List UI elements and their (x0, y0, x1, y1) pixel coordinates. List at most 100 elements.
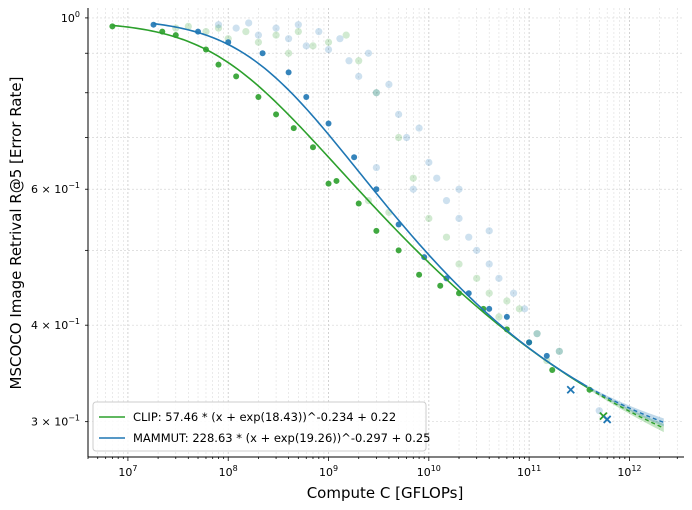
point-mammut-other (455, 214, 463, 222)
point-mammut-other (355, 72, 363, 80)
point-mammut-frontier (351, 154, 358, 161)
point-mammut-frontier (503, 313, 510, 320)
point-clip-other (285, 49, 293, 57)
point-mammut-other (509, 289, 518, 297)
point-mammut-frontier (303, 93, 310, 100)
point-mammut-other (385, 80, 393, 89)
y-tick-label: 3 × 10−1 (31, 414, 80, 429)
confidence-bands (537, 354, 664, 433)
fit-extrapolation-clip (583, 384, 665, 429)
point-mammut-other (285, 35, 293, 43)
point-clip-other (342, 31, 350, 39)
point-clip-frontier (233, 73, 240, 80)
point-mammut-other (324, 45, 333, 54)
point-clip-other (473, 274, 481, 282)
x-tick-label: 108 (219, 464, 238, 479)
point-clip-other (455, 260, 463, 268)
point-mammut-other (232, 24, 240, 32)
point-clip-frontier (355, 200, 362, 207)
point-mammut-other (520, 305, 529, 313)
point-clip-other (214, 24, 223, 32)
point-mammut-other (555, 347, 563, 355)
x-axis-label: Compute C [GFLOPs] (307, 484, 464, 502)
point-clip-frontier (255, 93, 262, 100)
point-clip-other (309, 42, 317, 50)
point-clip-other (355, 57, 363, 65)
y-tick-label: 6 × 10−1 (31, 181, 80, 196)
point-clip-frontier (333, 177, 340, 184)
point-clip-frontier (373, 227, 380, 234)
fit-extrapolation-mammut (583, 383, 665, 424)
point-mammut-frontier (526, 339, 533, 346)
point-mammut-other (485, 227, 493, 235)
x-tick-label: 109 (319, 464, 338, 479)
point-mammut-other (485, 260, 493, 268)
point-clip-other (495, 313, 503, 321)
point-mammut-other (409, 185, 417, 193)
point-mammut-other (533, 330, 541, 338)
point-clip-other (272, 31, 280, 39)
point-mammut-other (473, 246, 481, 254)
legend: CLIP: 57.46 * (x + exp(18.43))^-0.234 + … (92, 401, 431, 452)
x-tick-label: 1012 (617, 464, 641, 479)
legend-label-mammut: MAMMUT: 228.63 * (x + exp(19.26))^-0.297… (133, 431, 431, 445)
point-mammut-other (433, 174, 441, 182)
point-clip-other (515, 305, 524, 313)
point-clip-other (324, 38, 333, 46)
test-point-mammut-stroke (566, 385, 575, 394)
point-mammut-frontier (486, 305, 493, 312)
band-mammut (537, 354, 664, 427)
point-mammut-frontier (150, 21, 157, 28)
point-clip-other (485, 289, 493, 297)
fit-curve-clip (112, 24, 585, 387)
test-point-mammut (603, 415, 612, 424)
point-clip-other (294, 28, 302, 36)
point-mammut-other (402, 133, 411, 142)
point-clip-frontier (395, 247, 402, 254)
point-clip-other (242, 28, 250, 36)
point-clip-frontier (325, 180, 332, 187)
point-mammut-other (345, 57, 353, 65)
tick-labels: 107 108 109 1010 1011 1012 100 6 × 10−1 4 × 10−1… (31, 10, 642, 479)
point-mammut-other (455, 185, 463, 193)
point-clip-frontier (290, 125, 297, 132)
band-clip (537, 354, 664, 433)
point-clip-other (442, 233, 451, 241)
point-mammut-other (415, 124, 423, 132)
point-clip-other (184, 22, 192, 31)
point-clip-other (395, 133, 403, 142)
point-clip-other (425, 214, 433, 222)
fit-curves (112, 22, 665, 429)
point-clip-other (372, 89, 380, 97)
test-point-clip-stroke (599, 411, 608, 421)
x-tick-label: 1011 (517, 464, 541, 479)
x-tick-label: 1010 (417, 464, 441, 479)
point-mammut-other (272, 24, 280, 32)
fit-curve-mammut (153, 22, 585, 386)
point-mammut-other (254, 31, 263, 39)
axes (85, 8, 684, 461)
x-tick-label: 107 (118, 464, 137, 479)
point-mammut-other (315, 28, 323, 36)
y-axis-label: MSCOCO Image Retrival R@5 [Error Rate] (7, 77, 25, 390)
point-mammut-frontier (285, 69, 292, 76)
y-tick-label: 4 × 10−1 (31, 317, 80, 332)
point-mammut-other (595, 407, 603, 415)
point-clip-other (503, 297, 511, 305)
point-clip-other (202, 28, 210, 36)
point-clip-frontier (437, 282, 444, 289)
point-clip-other (409, 174, 417, 182)
legend-label-clip: CLIP: 57.46 * (x + exp(18.43))^-0.234 + … (133, 410, 396, 424)
point-mammut-other (465, 233, 473, 241)
point-mammut-other (372, 163, 380, 172)
test-point-mammut (566, 385, 575, 394)
point-clip-frontier (215, 61, 222, 68)
point-clip-other (555, 347, 563, 355)
point-mammut-other (302, 42, 310, 50)
point-mammut-other (425, 158, 433, 166)
point-mammut-other (364, 49, 373, 57)
point-clip-other (533, 330, 541, 338)
point-mammut-other (245, 19, 253, 27)
point-mammut-other (372, 89, 380, 97)
